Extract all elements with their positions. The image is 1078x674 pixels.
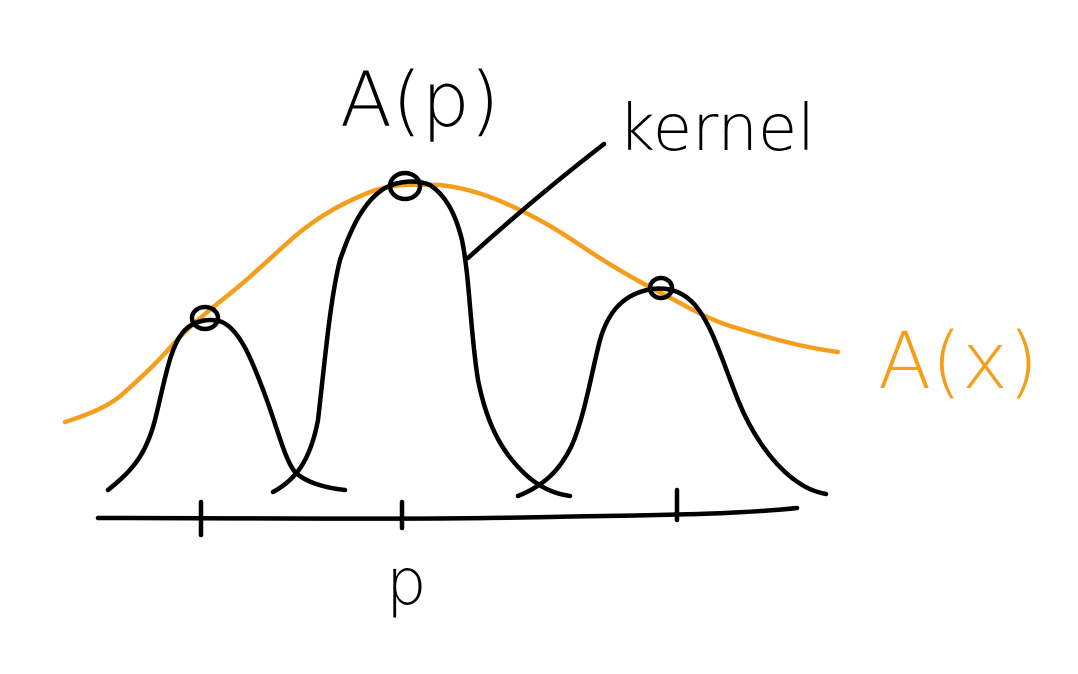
sample-point-left xyxy=(189,304,221,332)
kernel-bump-left xyxy=(105,317,348,493)
x-axis xyxy=(95,505,800,521)
point-label: p xyxy=(386,546,427,620)
function-curve xyxy=(62,182,841,425)
sample-point-right xyxy=(647,275,675,301)
function-label: A(x) xyxy=(878,317,1038,407)
kernel-bump-right xyxy=(515,286,829,499)
kernel-label: kernel xyxy=(618,92,815,166)
peak-value-label: A(p) xyxy=(340,55,500,144)
kernel-pointer-line xyxy=(465,141,607,261)
sample-point-center xyxy=(387,170,423,202)
kernel-bump-center xyxy=(270,179,573,499)
